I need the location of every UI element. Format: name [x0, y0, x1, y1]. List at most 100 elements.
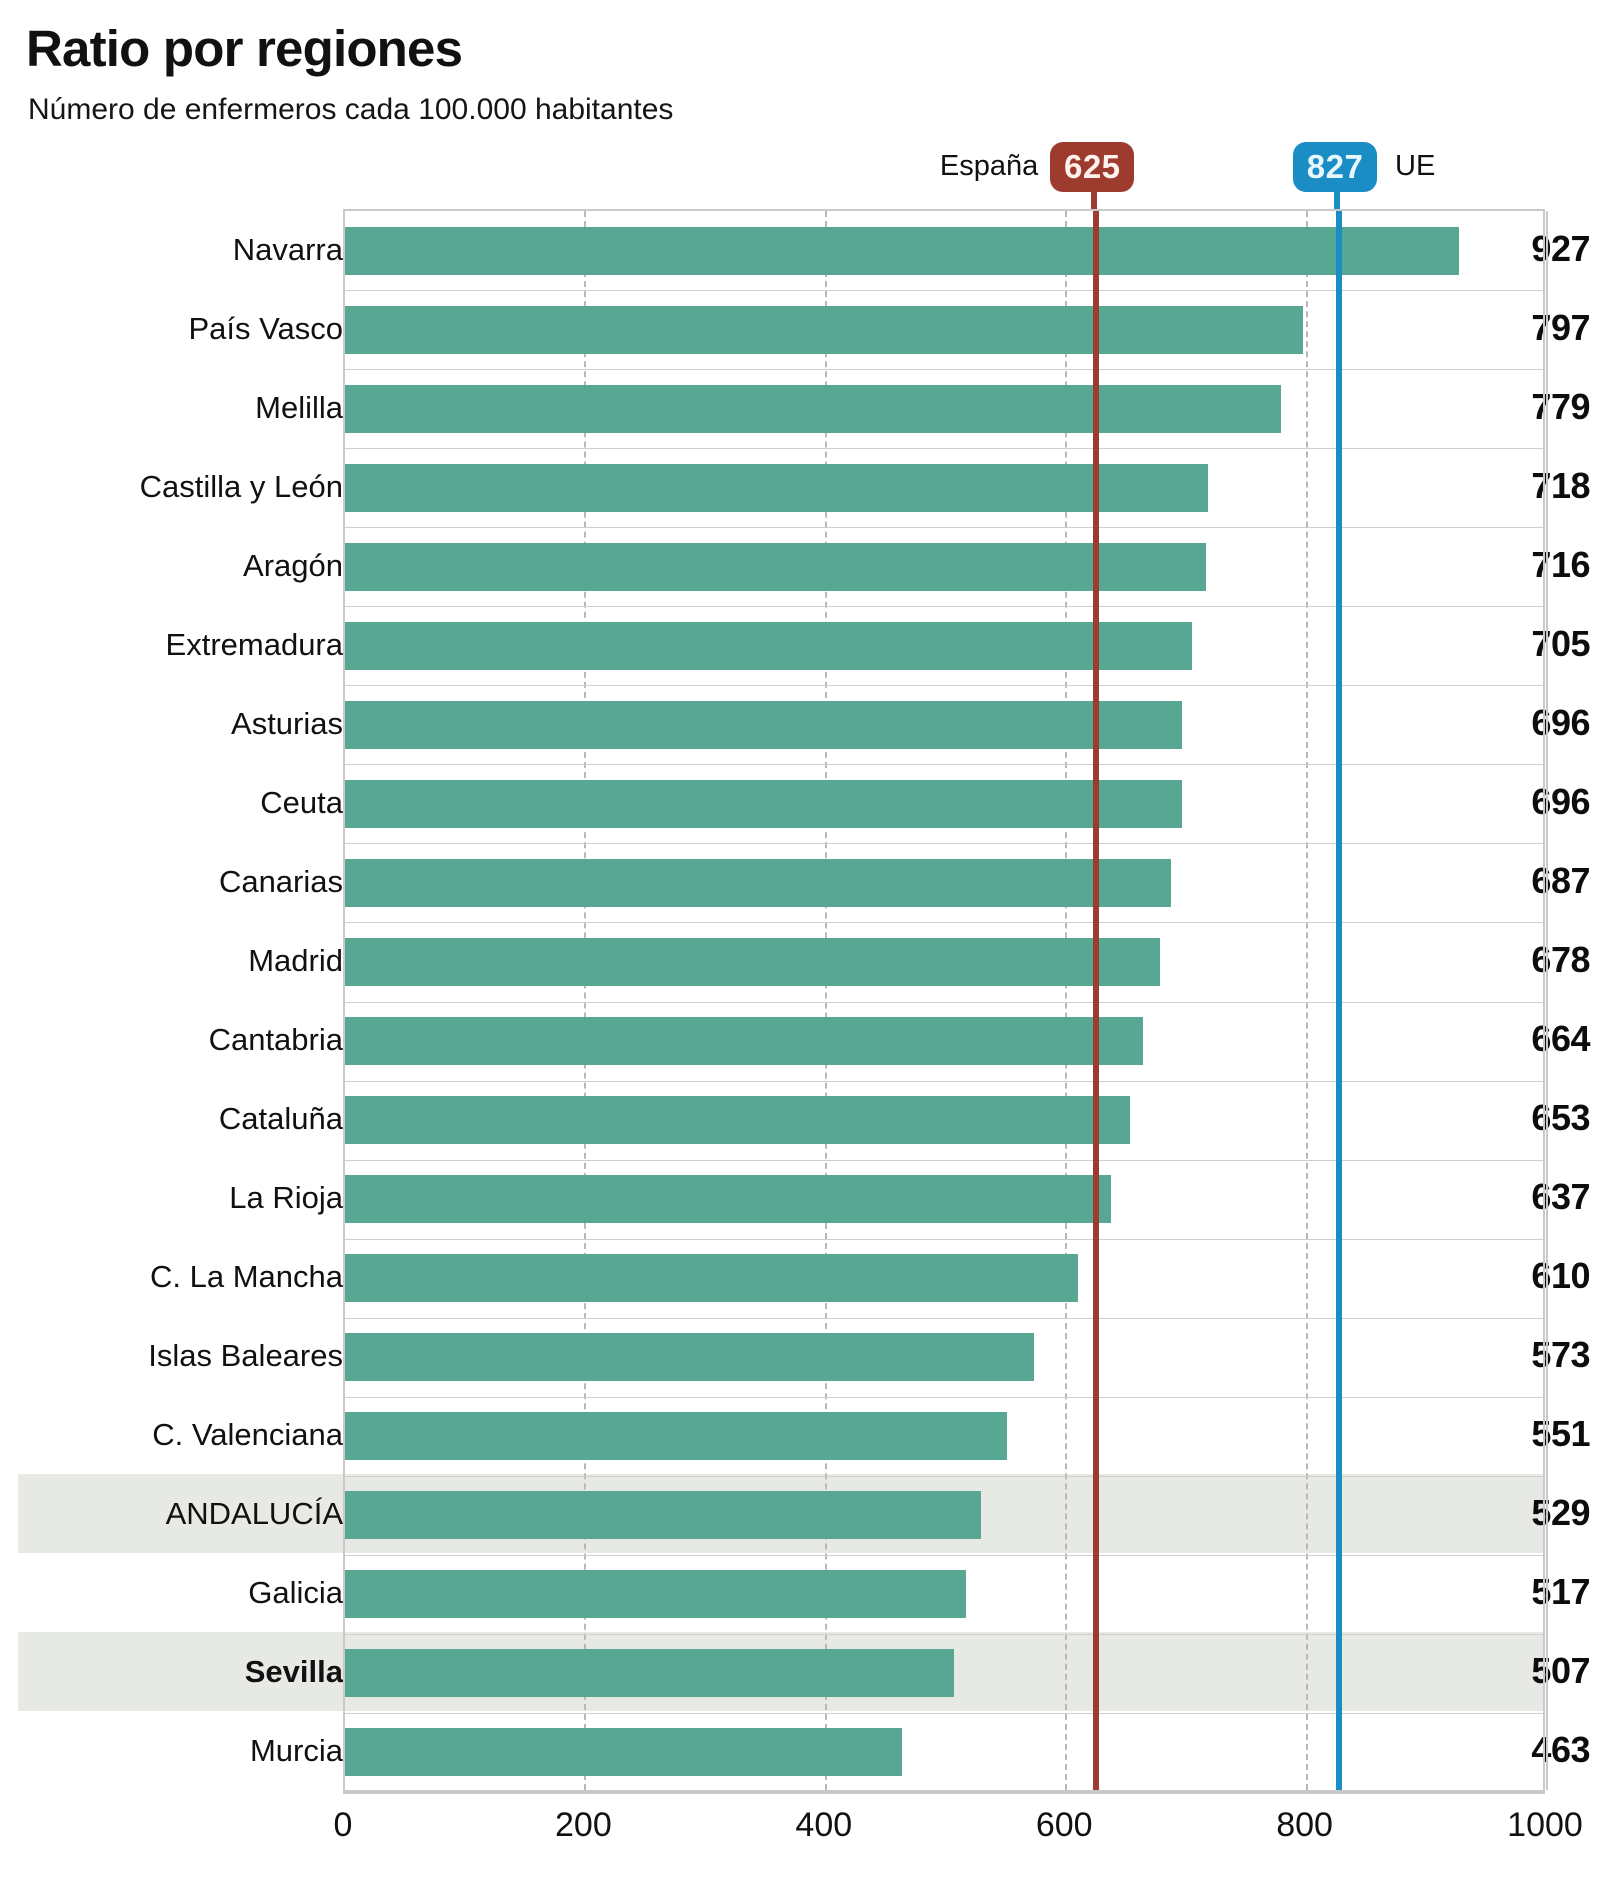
x-tick-label: 1000 [1507, 1806, 1583, 1844]
row-separator [345, 448, 1543, 450]
value-label: 517 [1531, 1571, 1590, 1613]
category-label: C. Valenciana [152, 1417, 343, 1453]
value-label: 664 [1531, 1018, 1590, 1060]
row-separator [345, 1633, 1543, 1635]
value-label: 678 [1531, 938, 1590, 980]
bar [345, 1491, 981, 1540]
bar [345, 1096, 1130, 1145]
value-label: 718 [1531, 464, 1590, 506]
bar [345, 1728, 902, 1777]
category-label: Canarias [218, 863, 343, 899]
gridline-600 [1065, 211, 1068, 1790]
row-separator [345, 290, 1543, 292]
bar [345, 226, 1460, 275]
bar [345, 1570, 967, 1619]
category-label: Asturias [231, 705, 343, 741]
row-separator [345, 843, 1543, 845]
x-tick-label: 200 [555, 1806, 612, 1844]
row-separator [345, 1238, 1543, 1240]
gridline-200 [584, 211, 587, 1790]
category-label: C. La Mancha [150, 1259, 343, 1295]
row-separator [345, 606, 1543, 608]
category-label: Navarra [232, 231, 343, 267]
gridline-400 [824, 211, 827, 1790]
row-separator [345, 1396, 1543, 1398]
bar [345, 1649, 955, 1698]
row-separator [345, 1317, 1543, 1319]
bar [345, 1175, 1111, 1224]
row-separator [345, 1001, 1543, 1003]
value-label: 716 [1531, 543, 1590, 585]
bar [345, 937, 1160, 986]
category-label: La Rioja [229, 1180, 343, 1216]
bar [345, 305, 1303, 354]
row-separator [345, 922, 1543, 924]
value-label: 529 [1531, 1492, 1590, 1534]
row-separator [345, 527, 1543, 529]
bar [345, 1333, 1034, 1382]
bar [345, 779, 1182, 828]
value-label: 507 [1531, 1650, 1590, 1692]
category-label: Castilla y León [139, 468, 343, 504]
eu-reference-stem [1334, 186, 1341, 209]
bar [345, 463, 1209, 512]
row-separator [345, 1554, 1543, 1556]
x-tick-label: 0 [333, 1806, 353, 1844]
category-label: Cataluña [218, 1101, 343, 1137]
row-separator [345, 369, 1543, 371]
page-subtitle: Número de enfermeros cada 100.000 habita… [28, 93, 674, 126]
x-tick-label: 600 [1035, 1806, 1093, 1844]
category-label: ANDALUCÍA [165, 1496, 343, 1532]
bar [345, 542, 1206, 591]
bar [345, 1254, 1079, 1303]
value-label: 696 [1531, 701, 1590, 743]
value-label: 687 [1531, 859, 1590, 901]
category-label: Murcia [249, 1733, 343, 1769]
value-label: 653 [1531, 1097, 1590, 1139]
category-label: Madrid [248, 942, 343, 978]
row-separator [345, 1080, 1543, 1082]
value-label: 610 [1531, 1255, 1590, 1297]
eu-reference-label: UE [1395, 150, 1436, 182]
eu-reference-line [1336, 211, 1343, 1792]
bar [345, 1412, 1008, 1461]
row-separator [345, 1159, 1543, 1161]
bar [345, 1017, 1144, 1066]
value-label: 696 [1531, 780, 1590, 822]
category-label: País Vasco [188, 310, 343, 346]
gridline-800 [1305, 211, 1308, 1790]
spain-reference-label: España [939, 150, 1039, 182]
gridline-1000 [1546, 211, 1548, 1790]
row-separator [345, 685, 1543, 687]
category-label: Ceuta [260, 784, 343, 820]
value-label: 927 [1531, 227, 1590, 269]
x-tick-label: 800 [1276, 1806, 1333, 1844]
spain-reference-line [1093, 211, 1100, 1792]
spain-reference-stem [1091, 186, 1098, 209]
category-label: Sevilla [244, 1654, 343, 1690]
value-label: 551 [1531, 1413, 1590, 1455]
spain-reference-badge: 625 [1050, 142, 1135, 192]
value-label: 705 [1531, 622, 1590, 664]
x-axis [343, 1790, 1545, 1794]
x-tick-label: 400 [795, 1806, 853, 1844]
bar [345, 700, 1182, 749]
row-separator [345, 1712, 1543, 1714]
plot-area [343, 209, 1548, 1792]
bar [345, 384, 1282, 433]
bar [345, 621, 1193, 670]
page-title: Ratio por regiones [26, 20, 463, 77]
value-label: 637 [1531, 1176, 1590, 1218]
value-label: 797 [1531, 306, 1590, 348]
category-label: Melilla [255, 389, 343, 425]
value-label: 779 [1531, 385, 1590, 427]
bar [345, 858, 1171, 907]
value-label: 573 [1531, 1334, 1590, 1376]
row-separator [345, 1475, 1543, 1477]
category-label: Islas Baleares [148, 1338, 343, 1374]
category-label: Extremadura [165, 626, 343, 662]
value-label: 463 [1531, 1729, 1590, 1771]
category-label: Galicia [248, 1575, 343, 1611]
row-separator [345, 764, 1543, 766]
